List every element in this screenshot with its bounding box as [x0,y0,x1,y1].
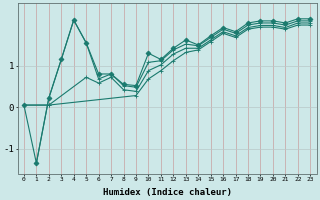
X-axis label: Humidex (Indice chaleur): Humidex (Indice chaleur) [103,188,232,197]
